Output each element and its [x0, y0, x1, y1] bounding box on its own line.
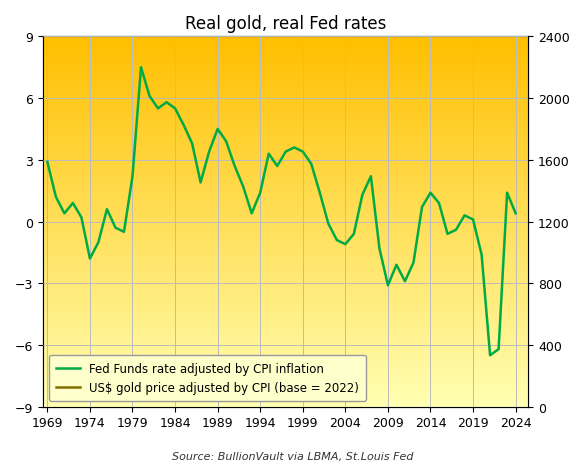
Fed Funds rate adjusted by CPI inflation: [359, 193, 366, 198]
Fed Funds rate adjusted by CPI inflation: [53, 194, 60, 200]
US$ gold price adjusted by CPI (base = 2022): [53, 359, 60, 364]
Fed Funds rate adjusted by CPI inflation: [44, 160, 51, 165]
Fed Funds rate adjusted by CPI inflation: [342, 242, 349, 247]
Fed Funds rate adjusted by CPI inflation: [487, 353, 494, 358]
US$ gold price adjusted by CPI (base = 2022): [350, 247, 357, 252]
Text: Source: BullionVault via LBMA, St.Louis Fed: Source: BullionVault via LBMA, St.Louis …: [172, 450, 413, 461]
US$ gold price adjusted by CPI (base = 2022): [231, 256, 238, 262]
Fed Funds rate adjusted by CPI inflation: [512, 211, 519, 217]
Line: Fed Funds rate adjusted by CPI inflation: Fed Funds rate adjusted by CPI inflation: [47, 68, 515, 356]
Fed Funds rate adjusted by CPI inflation: [223, 139, 230, 145]
US$ gold price adjusted by CPI (base = 2022): [418, 222, 425, 228]
Title: Real gold, real Fed rates: Real gold, real Fed rates: [185, 15, 387, 33]
Fed Funds rate adjusted by CPI inflation: [137, 65, 144, 71]
Fed Funds rate adjusted by CPI inflation: [316, 190, 324, 196]
US$ gold price adjusted by CPI (base = 2022): [367, 255, 374, 260]
US$ gold price adjusted by CPI (base = 2022): [512, 121, 519, 126]
US$ gold price adjusted by CPI (base = 2022): [44, 357, 51, 362]
Line: US$ gold price adjusted by CPI (base = 2022): US$ gold price adjusted by CPI (base = 2…: [47, 53, 515, 362]
US$ gold price adjusted by CPI (base = 2022): [137, 50, 144, 56]
US$ gold price adjusted by CPI (base = 2022): [325, 247, 332, 252]
US$ gold price adjusted by CPI (base = 2022): [61, 357, 68, 362]
Fed Funds rate adjusted by CPI inflation: [410, 260, 417, 266]
Legend: Fed Funds rate adjusted by CPI inflation, US$ gold price adjusted by CPI (base =: Fed Funds rate adjusted by CPI inflation…: [49, 355, 366, 401]
